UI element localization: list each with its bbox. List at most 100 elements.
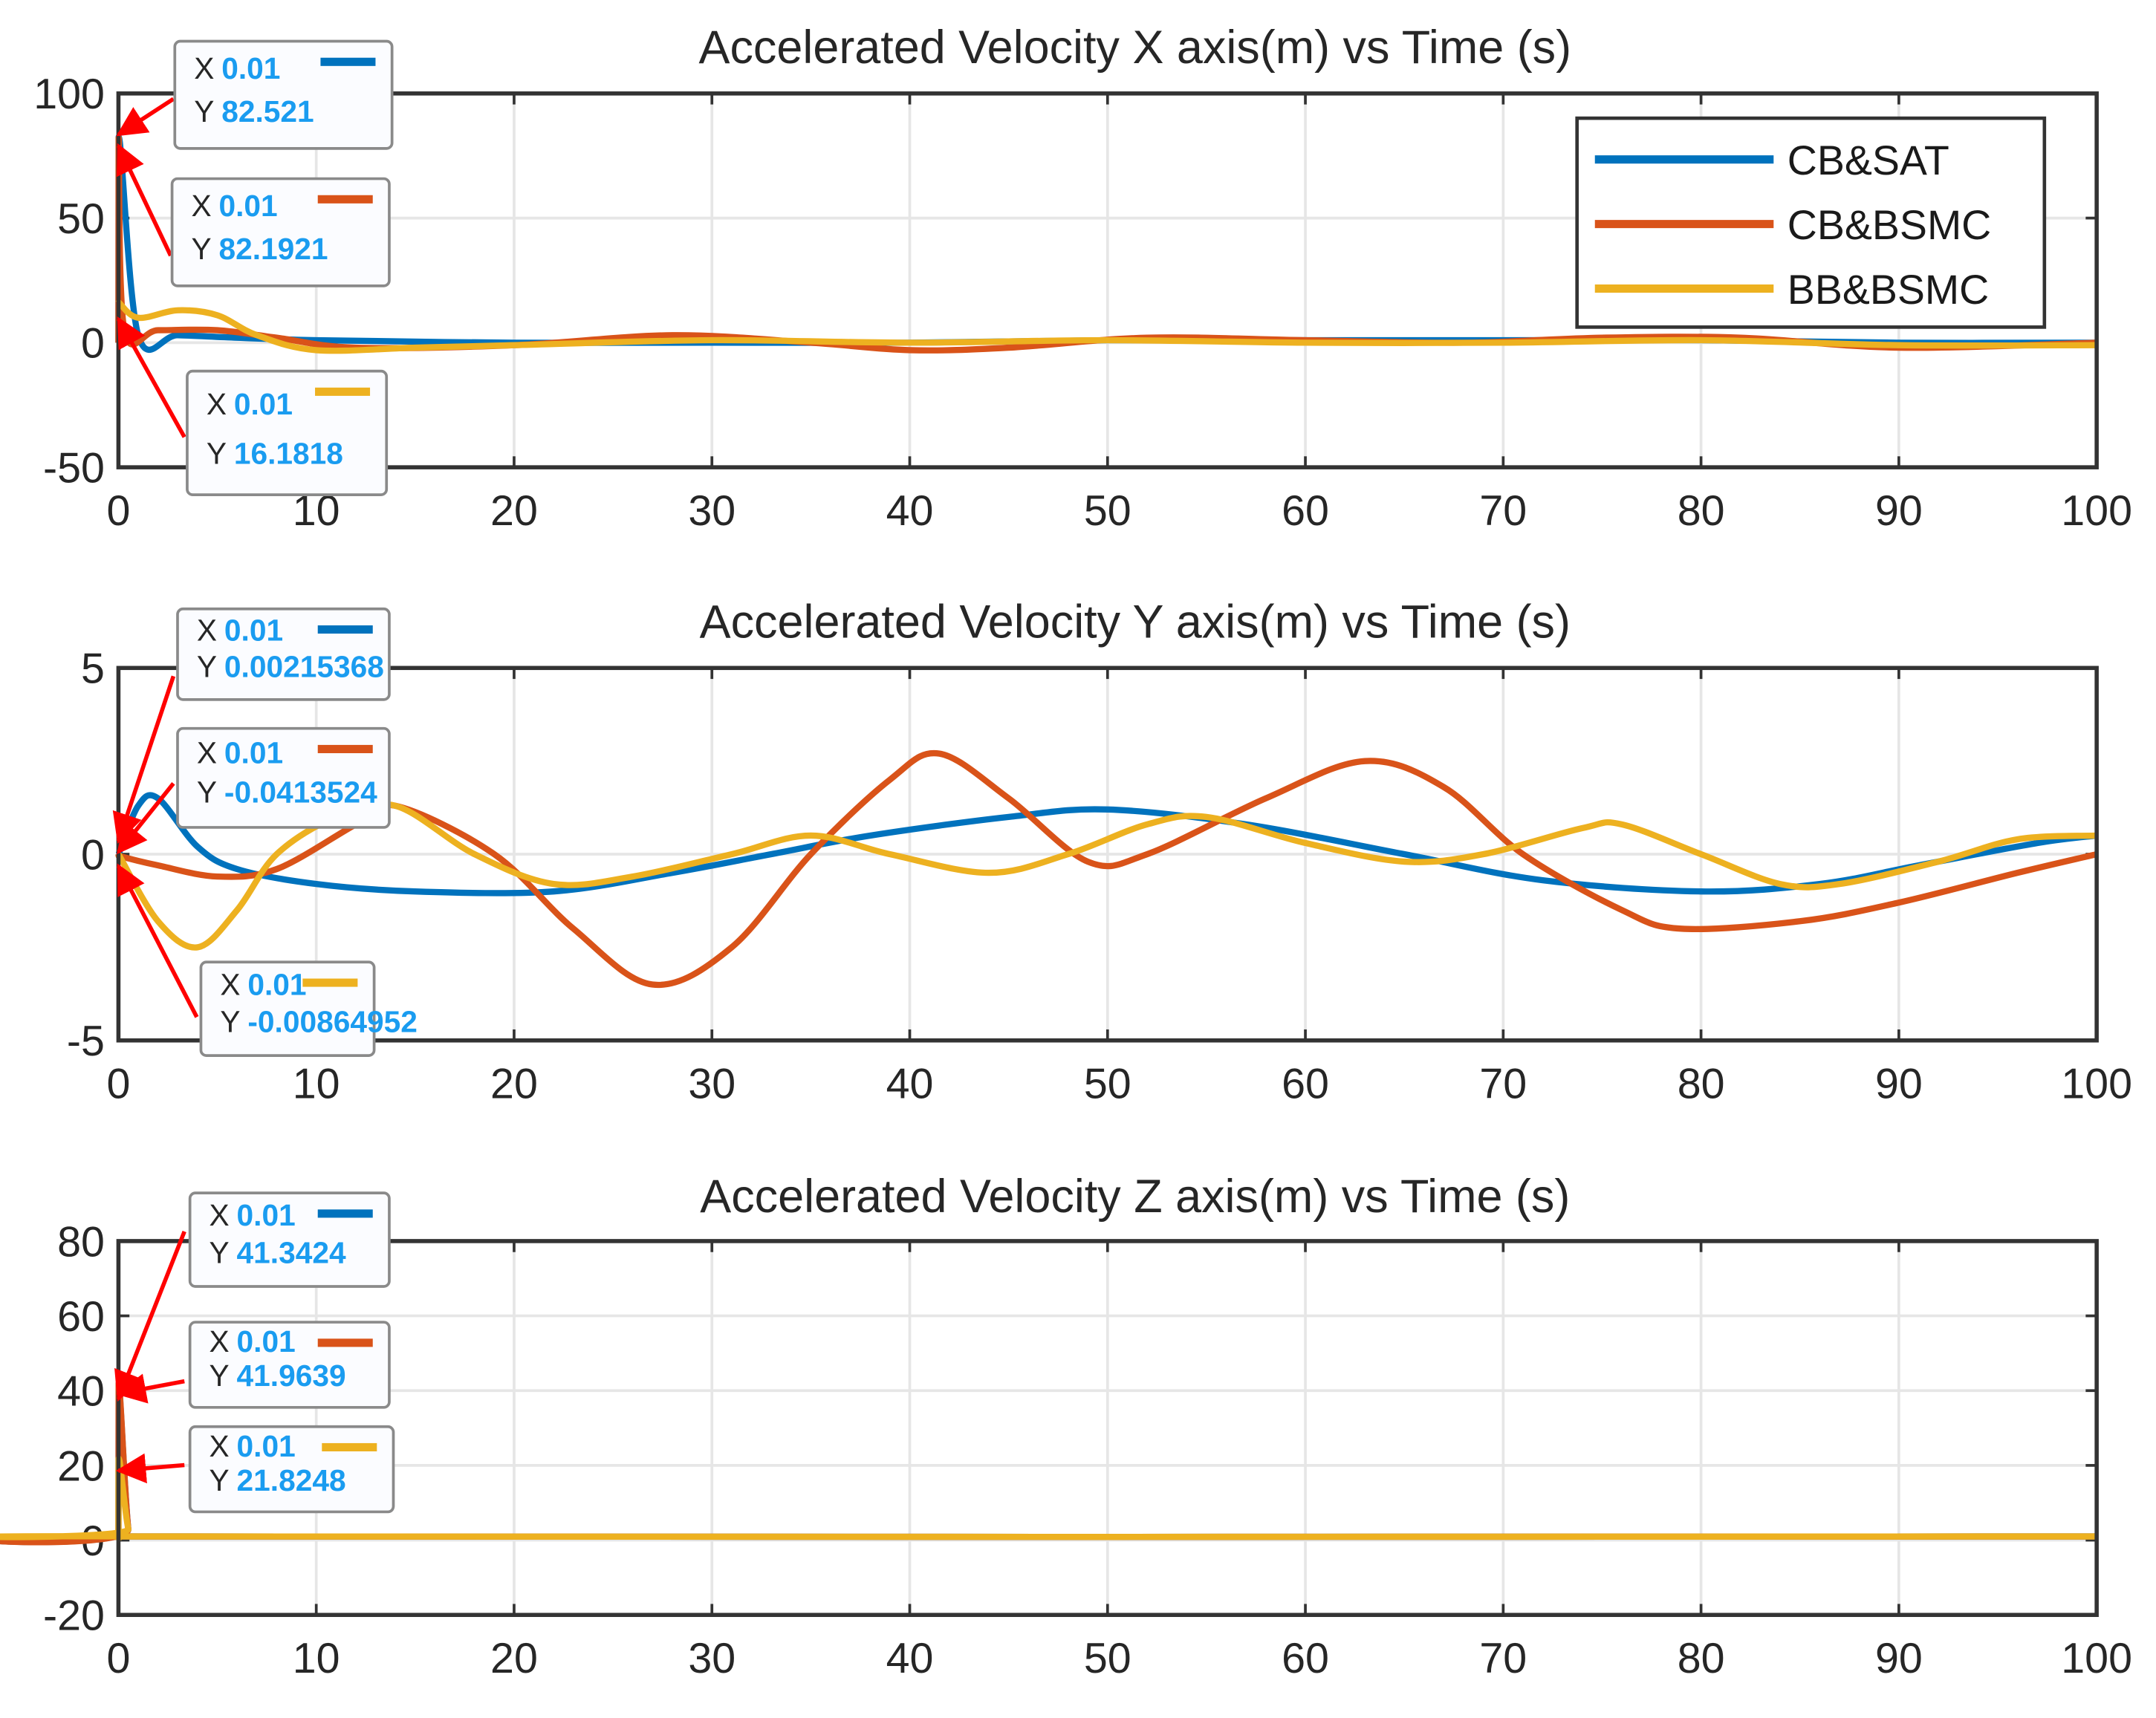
y-tick-label: 20 bbox=[57, 1442, 105, 1490]
datatip-y-label: Y bbox=[210, 1359, 230, 1393]
y-tick-label: -5 bbox=[67, 1018, 105, 1065]
datatip[interactable]: X 0.01Y 41.9639 bbox=[115, 1321, 391, 1409]
datatip-x-label: X bbox=[220, 967, 240, 1001]
datatip-arrow bbox=[116, 97, 175, 137]
datatip-series-swatch bbox=[322, 1442, 377, 1452]
datatip-series-swatch bbox=[317, 625, 373, 634]
x-tick-label: 50 bbox=[1084, 1635, 1131, 1682]
datatip-arrow bbox=[116, 316, 186, 438]
datatip-y-value: 41.9639 bbox=[237, 1359, 346, 1393]
chart-title: Accelerated Velocity X axis(m) vs Time (… bbox=[699, 22, 1572, 74]
x-tick-label: 30 bbox=[688, 487, 736, 535]
datatip-x-label: X bbox=[197, 735, 217, 769]
datatip-y-value: 16.1818 bbox=[234, 437, 343, 471]
datatip-y-label: Y bbox=[220, 1005, 240, 1039]
x-tick-label: 70 bbox=[1479, 1060, 1527, 1107]
legend-entry: CB&SAT bbox=[1788, 137, 1949, 183]
datatip-y-value: -0.00864952 bbox=[247, 1005, 418, 1039]
datatip-y-value: 21.8248 bbox=[237, 1463, 346, 1497]
datatip-x-value: 0.01 bbox=[234, 387, 293, 421]
x-tick-label: 80 bbox=[1678, 1060, 1725, 1107]
x-tick-label: 100 bbox=[2061, 1060, 2132, 1107]
datatip-x-value: 0.01 bbox=[247, 967, 306, 1001]
datatip-x-label: X bbox=[191, 189, 211, 223]
x-tick-label: 10 bbox=[293, 1635, 340, 1682]
y-tick-label: 5 bbox=[81, 645, 105, 693]
datatip[interactable]: X 0.01Y 21.8248 bbox=[115, 1425, 395, 1514]
datatip-arrow bbox=[117, 781, 175, 855]
x-tick-label: 50 bbox=[1084, 487, 1131, 535]
datatip-y-label: Y bbox=[210, 1236, 230, 1270]
datatip[interactable]: X 0.01Y 82.521 bbox=[116, 39, 394, 150]
y-tick-label: 0 bbox=[81, 831, 105, 879]
datatip-x-label: X bbox=[197, 613, 217, 647]
datatip-x-value: 0.01 bbox=[221, 51, 280, 85]
legend[interactable]: CB&SAT CB&BSMC BB&BSMC bbox=[1575, 116, 2047, 329]
x-tick-label: 60 bbox=[1282, 487, 1329, 535]
x-tick-label: 20 bbox=[490, 1635, 538, 1682]
x-tick-label: 90 bbox=[1875, 1635, 1923, 1682]
datatip-x-value: 0.01 bbox=[224, 613, 283, 647]
datatip-y-value: 0.00215368 bbox=[224, 649, 384, 683]
datatip-y-value: -0.0413524 bbox=[224, 775, 377, 810]
datatip[interactable]: X 0.01Y -0.0413524 bbox=[117, 726, 391, 855]
datatip-y-value: 82.521 bbox=[221, 94, 314, 128]
datatip-box bbox=[186, 369, 389, 496]
series-line-cb-bsmc bbox=[115, 134, 2097, 354]
x-tick-label: 20 bbox=[490, 487, 538, 535]
subplot-1: 0 10 20 30 40 50 60 70 80 90 100-50050100Accelerat… bbox=[33, 22, 2132, 535]
datatip-series-swatch bbox=[315, 387, 371, 396]
x-tick-label: 40 bbox=[886, 1060, 934, 1107]
datatip-box bbox=[173, 39, 394, 150]
datatip[interactable]: X 0.01Y 0.00215368 bbox=[112, 607, 391, 844]
y-tick-label: 60 bbox=[57, 1293, 105, 1341]
axes-box bbox=[116, 91, 2099, 469]
datatip[interactable]: X 0.01Y 41.3424 bbox=[114, 1191, 391, 1402]
x-tick-label: 60 bbox=[1282, 1060, 1329, 1107]
y-tick-label: 80 bbox=[57, 1218, 105, 1266]
x-tick-label: 40 bbox=[886, 487, 934, 535]
datatip-x-value: 0.01 bbox=[224, 735, 283, 769]
datatip-x-label: X bbox=[210, 1429, 230, 1463]
datatip-y-label: Y bbox=[207, 437, 227, 471]
datatip-x-label: X bbox=[210, 1324, 230, 1359]
y-tick-label: -20 bbox=[43, 1592, 105, 1640]
x-tick-label: 100 bbox=[2061, 1635, 2132, 1682]
y-tick-label: 50 bbox=[57, 195, 105, 243]
datatip-arrow bbox=[116, 143, 173, 257]
x-tick-label: 90 bbox=[1875, 1060, 1923, 1107]
series-line-cb-sat bbox=[115, 792, 2097, 897]
y-tick-label: 100 bbox=[33, 71, 105, 118]
datatip-y-label: Y bbox=[191, 232, 211, 266]
y-tick-label: -50 bbox=[43, 444, 105, 492]
datatip[interactable]: X 0.01Y 16.1818 bbox=[116, 316, 389, 496]
datatip-box bbox=[170, 177, 391, 287]
datatip-series-swatch bbox=[317, 1209, 373, 1218]
axes-box bbox=[116, 1239, 2099, 1617]
datatip-arrow bbox=[114, 1230, 186, 1402]
datatip-x-value: 0.01 bbox=[237, 1324, 296, 1359]
datatip-y-label: Y bbox=[210, 1463, 230, 1497]
x-tick-label: 80 bbox=[1678, 487, 1725, 535]
datatip-x-value: 0.01 bbox=[237, 1198, 296, 1232]
y-tick-label: 0 bbox=[81, 320, 105, 368]
x-tick-label: 100 bbox=[2061, 487, 2132, 535]
datatip-x-label: X bbox=[210, 1198, 230, 1232]
x-tick-label: 0 bbox=[106, 1060, 130, 1107]
datatip-y-value: 41.3424 bbox=[237, 1236, 346, 1270]
datatip-series-swatch bbox=[317, 195, 373, 204]
x-tick-label: 50 bbox=[1084, 1060, 1131, 1107]
x-tick-label: 20 bbox=[490, 1060, 538, 1107]
x-tick-label: 70 bbox=[1479, 1635, 1527, 1682]
y-tick-label: 40 bbox=[57, 1368, 105, 1416]
datatip[interactable]: X 0.01Y 82.1921 bbox=[116, 143, 391, 287]
datatip[interactable]: X 0.01Y -0.00864952 bbox=[116, 863, 418, 1057]
datatip-y-label: Y bbox=[197, 775, 217, 810]
datatip-arrow bbox=[116, 863, 199, 1018]
datatip-x-value: 0.01 bbox=[237, 1429, 296, 1463]
x-tick-label: 0 bbox=[106, 487, 130, 535]
x-tick-label: 30 bbox=[688, 1060, 736, 1107]
x-tick-label: 40 bbox=[886, 1635, 934, 1682]
